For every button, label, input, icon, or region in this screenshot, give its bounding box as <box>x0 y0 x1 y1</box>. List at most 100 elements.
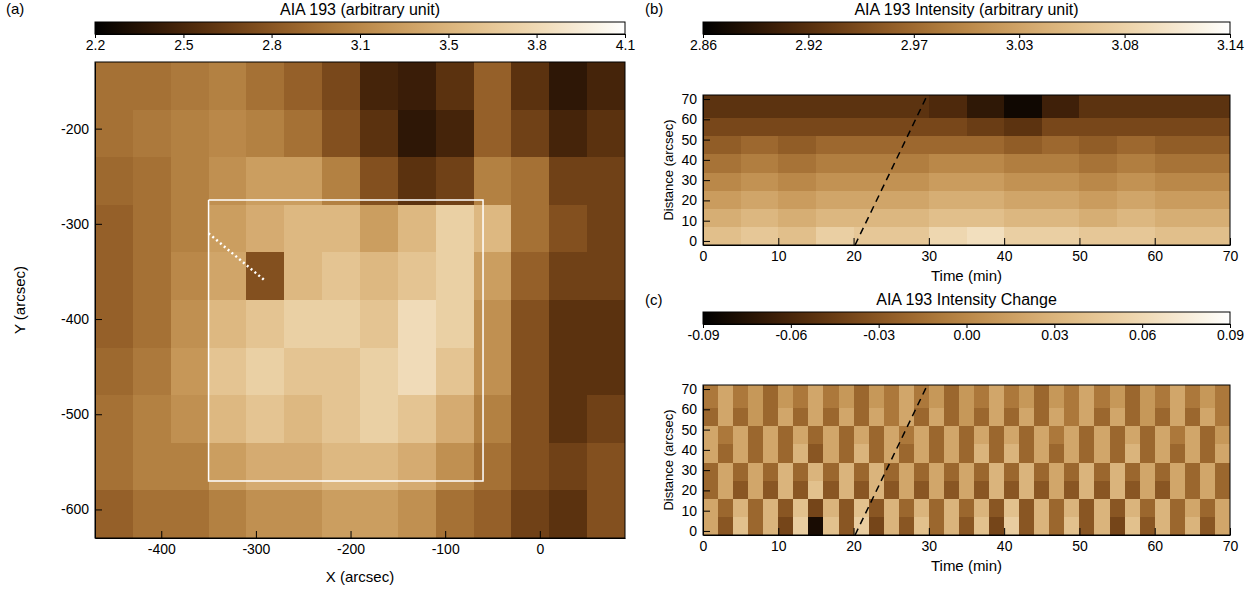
cell <box>1215 462 1230 481</box>
tick-label: -400 <box>61 311 89 327</box>
cell <box>511 157 549 205</box>
cell <box>1042 172 1080 191</box>
cell <box>1004 499 1020 518</box>
cell <box>1094 499 1110 518</box>
cell <box>171 490 209 538</box>
cell <box>133 395 171 443</box>
cell <box>741 136 779 155</box>
cell <box>1170 444 1186 463</box>
tick-mark <box>703 99 710 100</box>
cell <box>869 517 885 535</box>
cell <box>133 205 171 253</box>
cell <box>929 95 967 118</box>
cell <box>869 426 885 445</box>
axis-line <box>704 535 1231 536</box>
cell <box>322 205 360 253</box>
tick: -100 <box>432 531 460 557</box>
cell <box>808 444 824 463</box>
tick-label: -300 <box>242 541 270 557</box>
cell <box>959 462 975 481</box>
cell <box>989 462 1005 481</box>
tick-mark <box>1079 238 1080 245</box>
tick: 30 <box>922 238 938 264</box>
cell <box>1110 385 1126 408</box>
cell <box>1034 499 1050 518</box>
tick-label: 10 <box>681 503 697 519</box>
cell <box>1064 407 1080 426</box>
cell <box>1125 385 1141 408</box>
cell <box>884 385 900 408</box>
colorbar <box>95 22 625 34</box>
cell <box>1155 444 1171 463</box>
tick-label: 40 <box>997 248 1013 264</box>
cell <box>793 407 809 426</box>
cell <box>944 426 960 445</box>
tick: 3.8 <box>527 34 547 53</box>
tick: 3.5 <box>439 34 459 53</box>
tick-mark <box>703 221 710 222</box>
cell <box>171 395 209 443</box>
cell <box>1185 385 1201 408</box>
cell <box>778 117 816 136</box>
cell <box>763 407 779 426</box>
cell <box>816 95 854 118</box>
cell <box>1155 517 1171 535</box>
cell <box>967 136 1005 155</box>
cell <box>703 95 741 118</box>
cell <box>703 154 741 173</box>
cell <box>549 252 587 300</box>
cell <box>1200 517 1216 535</box>
cell <box>360 62 398 110</box>
cell <box>284 110 322 158</box>
cell <box>823 407 839 426</box>
cell <box>1200 480 1216 499</box>
tick-label: 50 <box>681 422 697 438</box>
cell <box>1004 190 1042 209</box>
cell <box>1215 385 1230 408</box>
cell <box>748 499 764 518</box>
cell <box>733 385 749 408</box>
tick-label: 0.06 <box>1129 327 1156 343</box>
cell <box>959 426 975 445</box>
cell <box>944 517 960 535</box>
tick-label: 30 <box>922 248 938 264</box>
cell <box>284 348 322 396</box>
panel: 0102030405060700102030405060702.862.922.… <box>645 0 1244 284</box>
cell <box>322 348 360 396</box>
tick-label: 0.03 <box>1041 327 1068 343</box>
cell <box>748 385 764 408</box>
cell <box>284 490 322 538</box>
cell <box>914 462 930 481</box>
tick-label: 40 <box>997 538 1013 554</box>
cell <box>839 444 855 463</box>
cell <box>974 499 990 518</box>
cell <box>778 462 794 481</box>
cell <box>1094 480 1110 499</box>
cell <box>854 227 892 245</box>
cell <box>398 395 436 443</box>
annotation-line <box>855 95 927 245</box>
cell <box>436 252 474 300</box>
tick-label: 0 <box>689 523 697 539</box>
cell <box>1004 517 1020 535</box>
cell <box>748 407 764 426</box>
cell <box>284 157 322 205</box>
cell <box>989 480 1005 499</box>
tick-label: 2.97 <box>901 37 928 53</box>
cell <box>1117 136 1155 155</box>
tick-mark <box>703 180 710 181</box>
cell <box>854 117 892 136</box>
tick: -0.09 <box>688 324 720 343</box>
cell <box>778 209 816 228</box>
cell <box>1094 407 1110 426</box>
colorbar-axis: -0.09-0.06-0.030.000.030.060.09 <box>688 324 1245 343</box>
cell <box>436 62 474 110</box>
cell <box>989 385 1005 408</box>
cell <box>549 490 587 538</box>
x-axis-title: Time (min) <box>931 267 1002 284</box>
tick-mark <box>703 241 710 242</box>
cell <box>1004 407 1020 426</box>
cell <box>967 95 1005 118</box>
cell <box>1117 154 1155 173</box>
tick-mark <box>540 531 541 538</box>
